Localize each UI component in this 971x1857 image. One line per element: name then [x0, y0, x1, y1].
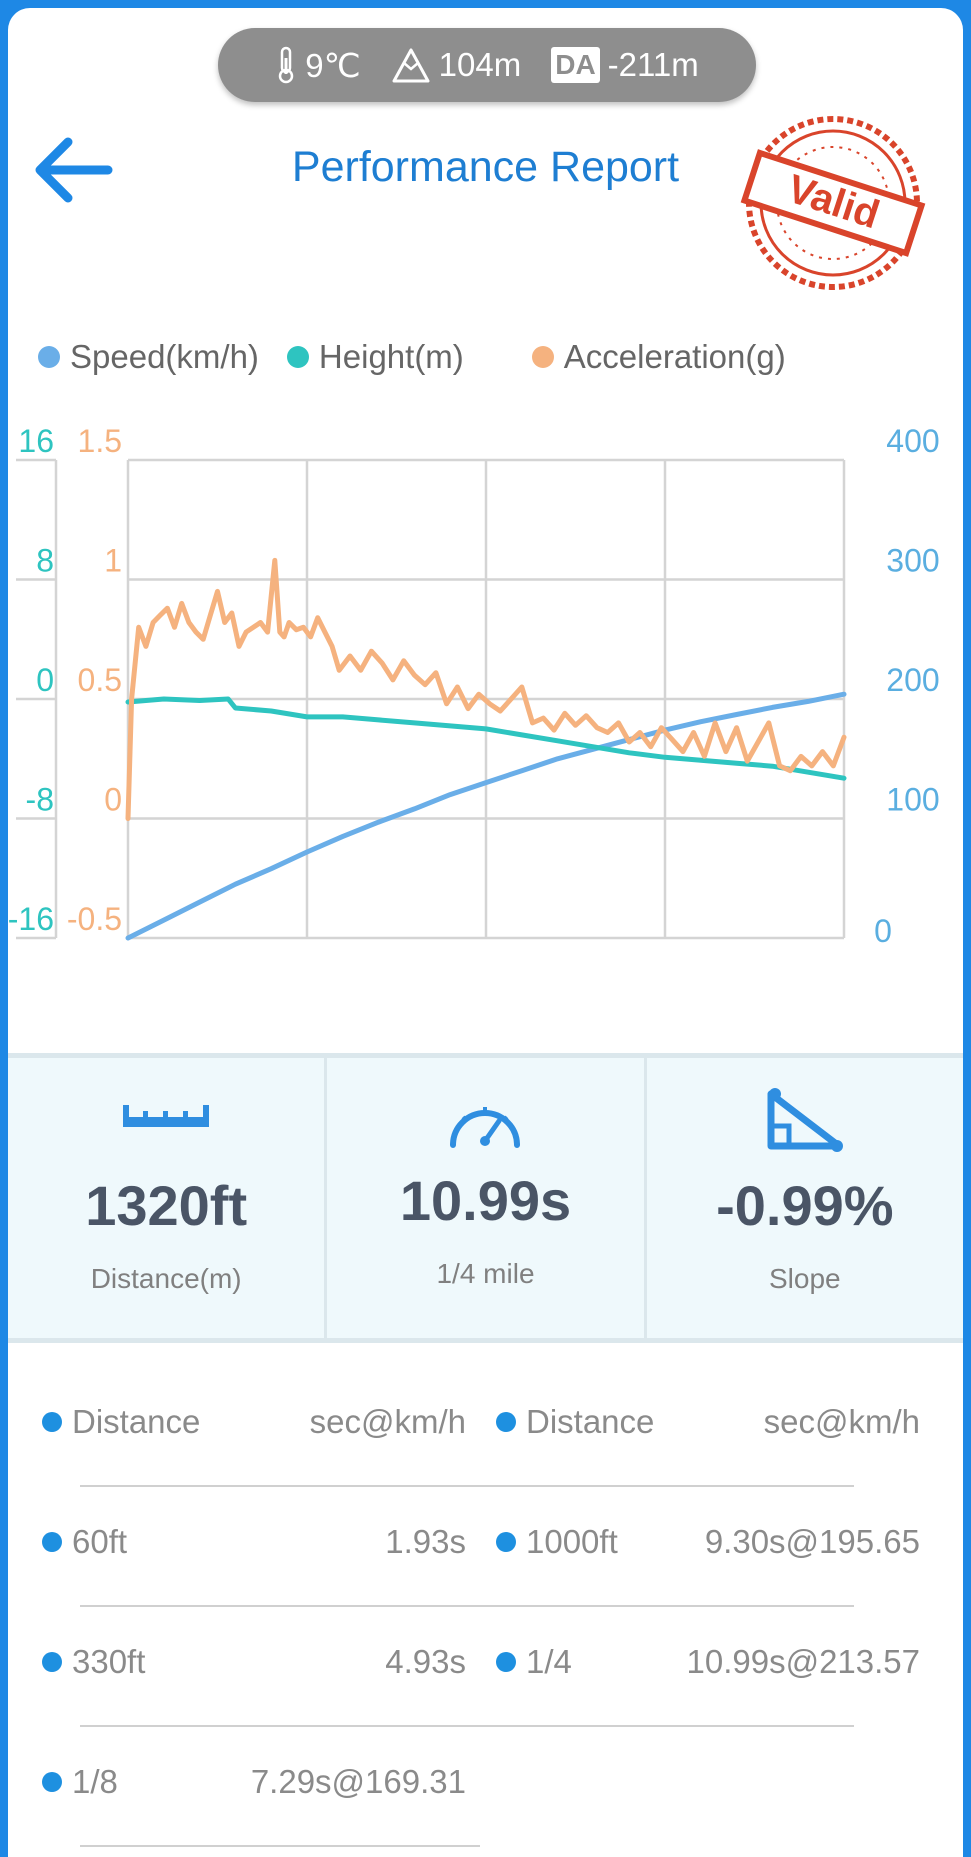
density-altitude-badge: DA — [551, 47, 600, 83]
environment-status-pill: 9℃ 104m DA -211m — [218, 28, 756, 102]
row-label: 1000ft — [526, 1523, 618, 1560]
arrow-left-icon — [35, 137, 113, 203]
row-label: 60ft — [72, 1523, 128, 1560]
row-value: 1.93s — [385, 1523, 466, 1560]
table-row: 60ft — [42, 1523, 127, 1561]
row-value: 4.93s — [385, 1643, 466, 1680]
legend-item-height: Height(m) — [286, 338, 464, 376]
stat-distance: 1320ft Distance(m) — [8, 1058, 324, 1338]
legend-dot-height — [286, 346, 309, 368]
altitude-indicator: 104m — [391, 46, 522, 84]
table-header-time-right: sec@km/h — [763, 1403, 920, 1440]
mountain-icon — [392, 48, 430, 83]
table-row: 1000ft — [496, 1523, 618, 1561]
speed-tick-label: 200 — [886, 662, 939, 698]
speed-tick-label: 300 — [886, 543, 939, 579]
row-divider — [80, 1725, 854, 1727]
speed-tick-label: 400 — [886, 423, 939, 459]
stat-time-value: 10.99s — [399, 1169, 572, 1232]
stat-quarter-mile: 10.99s 1/4 mile — [324, 1058, 643, 1338]
legend-label-height: Height(m) — [318, 338, 464, 375]
row-label: 1/4 — [526, 1643, 572, 1680]
legend-item-acceleration: Acceleration(g) — [531, 338, 786, 376]
legend-label-acceleration: Acceleration(g) — [563, 338, 786, 375]
ruler-icon — [123, 1105, 210, 1127]
stat-slope-label: Slope — [769, 1263, 841, 1294]
thermometer-icon — [278, 46, 294, 84]
row-label: 330ft — [72, 1643, 146, 1680]
height-tick-label: 16 — [18, 423, 54, 459]
row-divider — [80, 1845, 480, 1847]
row-value: 7.29s@169.31 — [250, 1763, 466, 1800]
acceleration-tick-label: 1 — [104, 543, 122, 579]
temperature-indicator: 9℃ — [275, 46, 361, 85]
legend-item-speed: Speed(km/h) — [38, 338, 259, 376]
legend-dot-acceleration — [531, 346, 554, 368]
row-label: 1/8 — [72, 1763, 118, 1800]
bullet-dot — [496, 1412, 516, 1432]
height-tick-label: -16 — [8, 901, 54, 937]
bullet-dot — [42, 1532, 62, 1552]
temperature-value: 9℃ — [305, 46, 361, 84]
height-tick-label: 8 — [36, 543, 54, 579]
row-divider — [80, 1605, 854, 1607]
summary-stats: 1320ft Distance(m) 10.99s 1/4 mile -0. — [8, 1053, 963, 1343]
stat-slope: -0.99% Slope — [643, 1058, 963, 1338]
acceleration-tick-label: 1.5 — [78, 423, 122, 459]
height-tick-label: -8 — [26, 782, 54, 818]
speed-tick-label: 0 — [874, 913, 892, 949]
altitude-value: 104m — [438, 46, 522, 83]
table-header-time-left: sec@km/h — [309, 1403, 466, 1440]
page-title: Performance Report — [291, 143, 680, 191]
bullet-dot — [496, 1532, 516, 1552]
stat-time-label: 1/4 mile — [436, 1258, 535, 1289]
slope-icon — [767, 1088, 843, 1152]
header-label: Distance — [526, 1403, 655, 1440]
row-value: 10.99s@213.57 — [686, 1643, 920, 1680]
speedometer-icon — [450, 1107, 521, 1148]
density-altitude-value: -211m — [607, 46, 699, 83]
table-row: 330ft — [42, 1643, 145, 1681]
back-button[interactable] — [28, 128, 118, 208]
speed-tick-label: 100 — [886, 782, 939, 818]
stat-distance-value: 1320ft — [85, 1174, 248, 1237]
legend-label-speed: Speed(km/h) — [70, 338, 259, 375]
acceleration-tick-label: 0 — [104, 782, 122, 818]
row-divider — [80, 1485, 854, 1487]
height-tick-label: 0 — [36, 662, 54, 698]
acceleration-tick-label: -0.5 — [67, 901, 122, 937]
series-line-speed — [125, 691, 847, 941]
legend-dot-speed — [38, 346, 60, 368]
row-value: 9.30s@195.65 — [704, 1523, 920, 1560]
bullet-dot — [496, 1652, 516, 1672]
density-altitude-indicator: DA -211m — [551, 46, 699, 84]
stat-distance-label: Distance(m) — [90, 1263, 242, 1294]
table-header-distance-left: Distance — [42, 1403, 200, 1441]
table-header-distance-right: Distance — [496, 1403, 654, 1441]
series-line-acceleration — [125, 557, 847, 821]
bullet-dot — [42, 1652, 62, 1672]
stat-slope-value: -0.99% — [716, 1174, 894, 1237]
chart-legend: Speed(km/h) Height(m) Acceleration(g) — [38, 338, 786, 376]
header-label: Distance — [72, 1403, 201, 1440]
screen: 9℃ 104m DA -211m Performance Report Vali — [8, 8, 963, 1857]
bullet-dot — [42, 1412, 62, 1432]
table-row: 1/8 — [42, 1763, 118, 1801]
series-line-height — [125, 696, 847, 781]
table-row: 1/4 — [496, 1643, 572, 1681]
acceleration-tick-label: 0.5 — [78, 662, 122, 698]
bullet-dot — [42, 1772, 62, 1792]
valid-stamp: Valid — [740, 116, 926, 290]
performance-chart: 16 1.5 400 8 1 300 0 0.5 200 -8 0 100 -16 -0.5 0 — [8, 423, 940, 949]
